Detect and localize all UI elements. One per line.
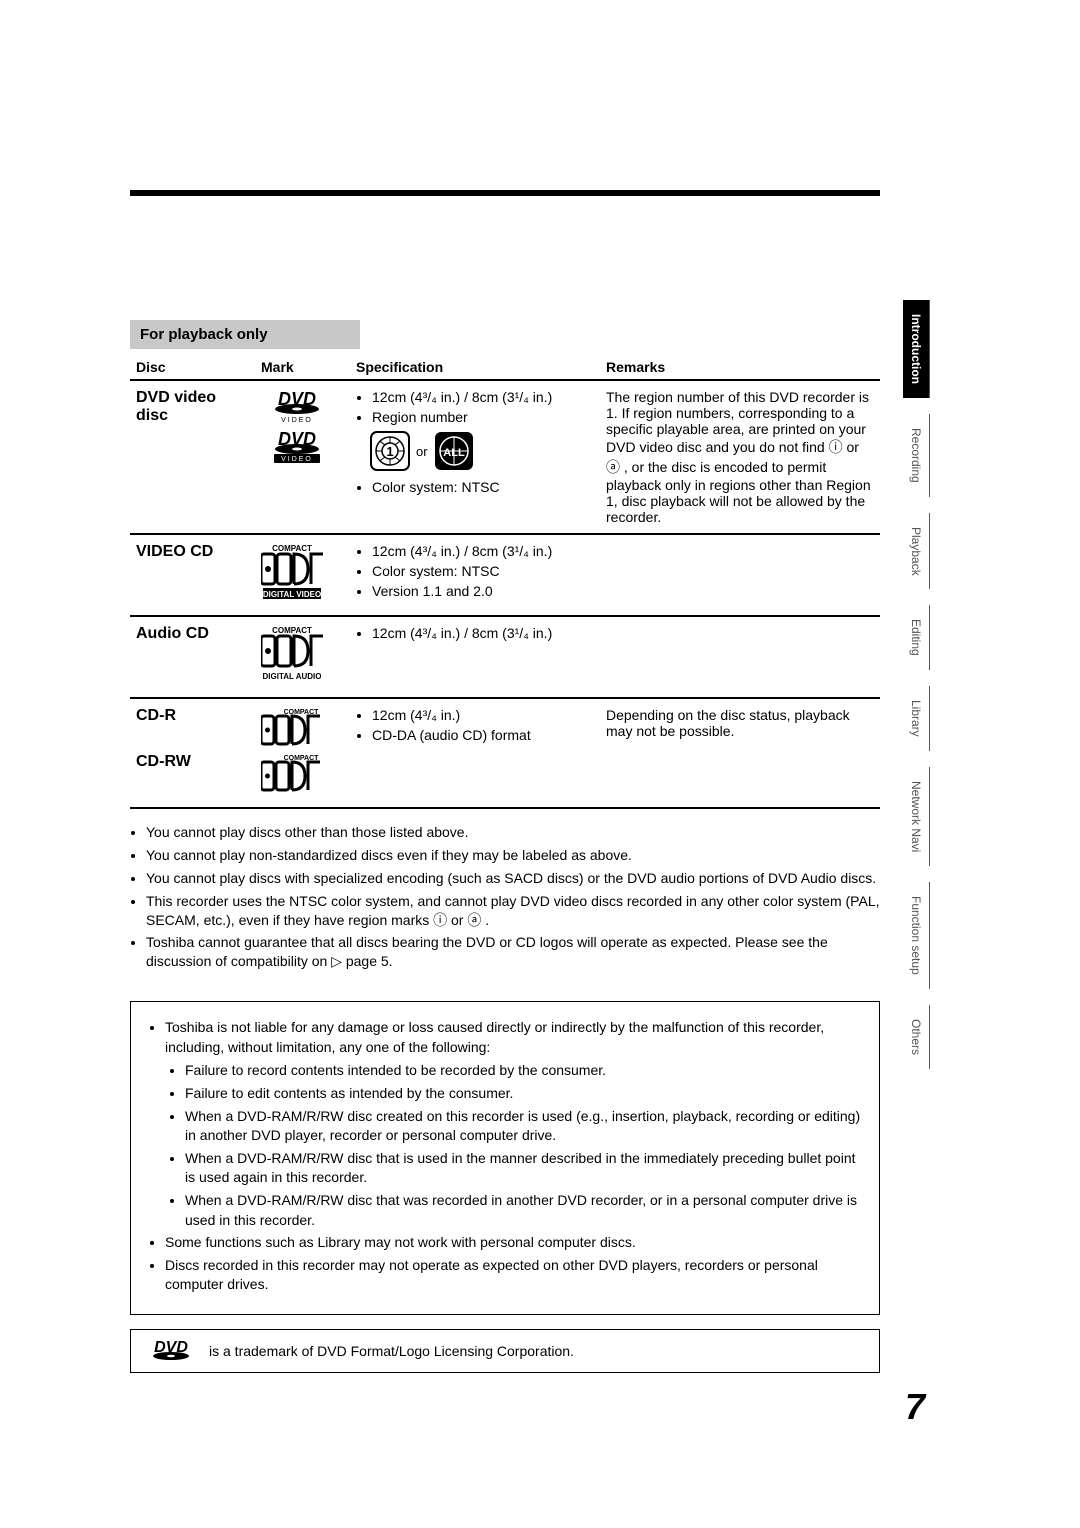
note-item: You cannot play non-standardized discs e…	[146, 846, 880, 865]
page: For playback only Disc Mark Specificatio…	[0, 0, 1080, 1528]
table-header-row: Disc Mark Specification Remarks	[130, 355, 880, 380]
region-all-icon: ALL	[434, 431, 474, 471]
remarks-cell	[600, 616, 880, 698]
table-row: VIDEO CD COMPACT DIGITAL VIDEO	[130, 534, 880, 616]
table-row: DVD video disc DVD VIDEO DVD	[130, 380, 880, 534]
spec-cell: 12cm (4³/₄ in.) / 8cm (3¹/₄ in.)	[350, 616, 600, 698]
mark-cell: COMPACT DIGITAL AUDIO	[255, 616, 350, 698]
sidebar-tab-recording[interactable]: Recording	[903, 414, 930, 497]
disclaimer-item: Discs recorded in this recorder may not …	[165, 1256, 861, 1295]
mark-cell: DVD VIDEO DVD VIDEO	[255, 380, 350, 534]
disclaimer-sub-item: When a DVD-RAM/R/RW disc created on this…	[185, 1107, 861, 1146]
compact-disc-digital-video-icon: COMPACT DIGITAL VIDEO	[261, 543, 323, 601]
svg-text:DIGITAL VIDEO: DIGITAL VIDEO	[263, 590, 321, 599]
disclaimer-sub-item: Failure to edit contents as intended by …	[185, 1084, 861, 1104]
svg-text:DIGITAL AUDIO: DIGITAL AUDIO	[263, 672, 322, 681]
sidebar-tab-introduction[interactable]: Introduction	[903, 300, 930, 398]
disc-name: DVD video disc	[130, 380, 255, 534]
svg-text:COMPACT: COMPACT	[272, 626, 312, 635]
dvd-video-logo-icon: DVD VIDEO	[261, 389, 333, 423]
note-item: You cannot play discs with specialized e…	[146, 869, 880, 888]
notes-section: You cannot play discs other than those l…	[130, 823, 880, 971]
compact-disc-icon: COMPACT	[261, 707, 323, 747]
sidebar-tab-playback[interactable]: Playback	[903, 513, 930, 590]
compact-disc-icon: COMPACT	[261, 753, 323, 793]
sidebar-tab-function-setup[interactable]: Function setup	[903, 882, 930, 989]
spec-item: Color system: NTSC	[372, 563, 594, 579]
region-1-icon: 1	[370, 431, 410, 471]
svg-text:COMPACT: COMPACT	[272, 544, 312, 553]
mark-cell: COMPACT DIGITAL VIDEO	[255, 534, 350, 616]
spec-item: Version 1.1 and 2.0	[372, 583, 594, 599]
disclaimer-sub-item: When a DVD-RAM/R/RW disc that is used in…	[185, 1149, 861, 1188]
disclaimer-intro: Toshiba is not liable for any damage or …	[165, 1018, 861, 1230]
table-row: CD-R CD-RW COMPACT COMPACT	[130, 698, 880, 808]
sidebar-tab-library[interactable]: Library	[903, 686, 930, 751]
spec-cell: 12cm (4³/₄ in.) / 8cm (3¹/₄ in.) Region …	[350, 380, 600, 534]
spec-item: 12cm (4³/₄ in.) / 8cm (3¹/₄ in.)	[372, 543, 594, 559]
remarks-cell: Depending on the disc status, playback m…	[600, 698, 880, 808]
col-spec: Specification	[350, 355, 600, 380]
disclaimer-item: Some functions such as Library may not w…	[165, 1233, 861, 1253]
disc-name: Audio CD	[130, 616, 255, 698]
or-text: or	[416, 444, 428, 459]
spec-cell: 12cm (4³/₄ in.) / 8cm (3¹/₄ in.) Color s…	[350, 534, 600, 616]
spec-item: Region number	[372, 409, 594, 425]
svg-text:VIDEO: VIDEO	[281, 456, 313, 463]
spec-item: 12cm (4³/₄ in.) / 8cm (3¹/₄ in.)	[372, 389, 594, 405]
sidebar-tab-editing[interactable]: Editing	[903, 605, 930, 670]
dvd-logo-icon: DVD	[143, 1338, 199, 1364]
disclaimer-sub-item: Failure to record contents intended to b…	[185, 1061, 861, 1081]
note-item: Toshiba cannot guarantee that all discs …	[146, 933, 880, 971]
sidebar-tab-network-navi[interactable]: Network Navi	[903, 767, 930, 866]
trademark-text: is a trademark of DVD Format/Logo Licens…	[209, 1343, 574, 1359]
compact-disc-digital-audio-icon: COMPACT DIGITAL AUDIO	[261, 625, 323, 683]
disc-table: Disc Mark Specification Remarks DVD vide…	[130, 355, 880, 809]
svg-text:ALL: ALL	[443, 447, 465, 459]
col-disc: Disc	[130, 355, 255, 380]
spec-item: Color system: NTSC	[372, 479, 594, 495]
spec-item: 12cm (4³/₄ in.)	[372, 707, 594, 723]
spec-cell: 12cm (4³/₄ in.) CD-DA (audio CD) format	[350, 698, 600, 808]
content-area: For playback only Disc Mark Specificatio…	[130, 320, 880, 1373]
remarks-cell: The region number of this DVD recorder i…	[600, 380, 880, 534]
dvd-video-logo-icon: DVD VIDEO	[261, 429, 333, 463]
col-remarks: Remarks	[600, 355, 880, 380]
mark-cell: COMPACT COMPACT	[255, 698, 350, 808]
disc-name: VIDEO CD	[130, 534, 255, 616]
spec-item: CD-DA (audio CD) format	[372, 727, 594, 743]
note-item: You cannot play discs other than those l…	[146, 823, 880, 842]
note-item: This recorder uses the NTSC color system…	[146, 892, 880, 930]
page-number: 7	[905, 1386, 925, 1428]
sidebar-tabs: Introduction Recording Playback Editing …	[903, 300, 930, 1069]
spec-item: 12cm (4³/₄ in.) / 8cm (3¹/₄ in.)	[372, 625, 594, 641]
disc-name: CD-RW	[136, 753, 249, 771]
region-icons: 1 or ALL	[370, 431, 594, 471]
table-row: Audio CD COMPACT DIGITAL AUDIO	[130, 616, 880, 698]
svg-text:1: 1	[386, 444, 393, 459]
top-rule	[130, 190, 880, 196]
disclaimer-sub-item: When a DVD-RAM/R/RW disc that was record…	[185, 1191, 861, 1230]
svg-text:VIDEO: VIDEO	[281, 417, 313, 423]
disclaimer-box: Toshiba is not liable for any damage or …	[130, 1001, 880, 1315]
trademark-box: DVD is a trademark of DVD Format/Logo Li…	[130, 1329, 880, 1373]
section-header: For playback only	[130, 320, 360, 349]
disc-name: CD-R	[136, 707, 249, 725]
col-mark: Mark	[255, 355, 350, 380]
remarks-cell	[600, 534, 880, 616]
sidebar-tab-others[interactable]: Others	[903, 1005, 930, 1069]
disc-name-cell: CD-R CD-RW	[130, 698, 255, 808]
